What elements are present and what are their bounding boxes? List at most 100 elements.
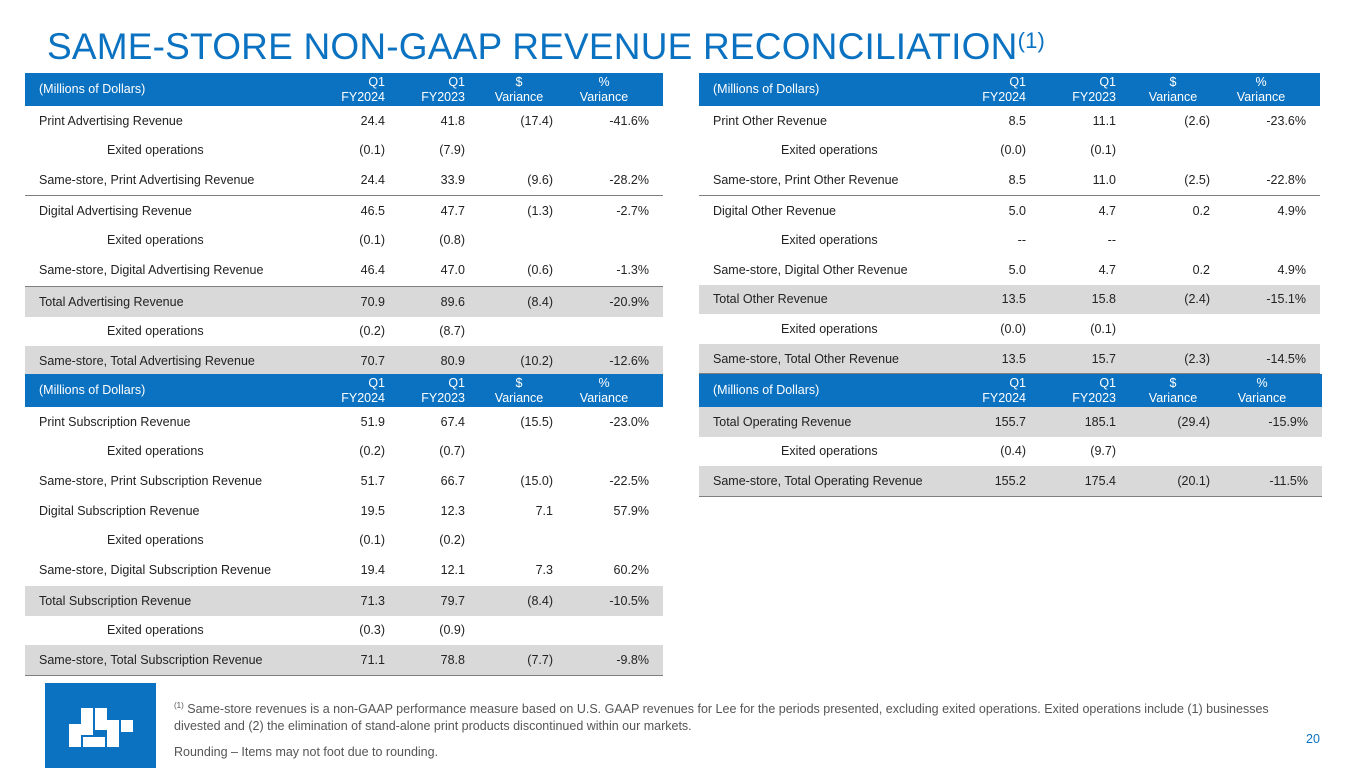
dollar-variance-value: (17.4) — [520, 113, 553, 128]
row-label: Same-store, Digital Subscription Revenue — [39, 563, 272, 578]
percent-variance-value: 4.9% — [1277, 203, 1307, 218]
dollar-variance-value — [475, 225, 563, 255]
q1-fy2024-value: 46.4 — [315, 254, 395, 287]
q1-fy2024-value: 70.9 — [315, 286, 395, 317]
percent-variance-value: 60.2% — [613, 563, 649, 578]
dollar-variance-value: 7.3 — [535, 563, 553, 578]
dollar-variance-value: (15.0) — [520, 473, 553, 488]
dollar-variance-value — [1126, 437, 1220, 467]
dollar-variance-value — [475, 437, 563, 467]
q1-fy2023-value: (0.1) — [1090, 321, 1116, 336]
row-label: Same-store, Digital Advertising Revenue — [25, 254, 315, 287]
q1-fy2023-value: 78.8 — [395, 645, 475, 676]
table-row: Exited operations (0.4) (9.7) — [699, 437, 1322, 467]
operating-revenue-table: (Millions of Dollars) Q1 FY2024 Q1 FY2023 … — [699, 374, 1322, 497]
percent-variance-value: -15.9% — [1220, 407, 1322, 437]
q1-fy2023-value: 41.8 — [440, 113, 465, 128]
page-number: 20 — [1306, 732, 1320, 746]
row-label: Exited operations — [107, 143, 204, 158]
table-row: Exited operations (0.0) (0.1) — [699, 136, 1320, 166]
table-row: Same-store, Total Advertising Revenue 70.… — [25, 346, 663, 377]
q1-fy2023-value: (0.2) — [439, 533, 465, 548]
q1-fy2024-value: 155.2 — [959, 466, 1036, 497]
row-label: Exited operations — [107, 233, 204, 248]
q1-fy2024-value: (0.1) — [359, 533, 385, 548]
q1-fy2023-value: 12.1 — [440, 563, 465, 578]
table-row: Same-store, Print Subscription Revenue 51… — [25, 466, 663, 496]
dollar-variance-value — [475, 136, 563, 166]
q1-fy2024-value: (0.0) — [1000, 321, 1026, 336]
dollar-variance-value: 7.1 — [535, 503, 553, 518]
q1-fy2024-value: 24.4 — [360, 113, 385, 128]
row-label: Exited operations — [781, 143, 878, 158]
table-row: Same-store, Total Subscription Revenue 71… — [25, 645, 663, 676]
table-row: Total Advertising Revenue 70.9 89.6 (8.4) -2… — [25, 286, 663, 317]
q1-fy2023-value: 15.7 — [1036, 343, 1126, 375]
q1-fy2023-value: 67.4 — [440, 414, 465, 429]
q1-fy2024-value: (0.4) — [1000, 444, 1026, 459]
percent-variance-value — [563, 225, 663, 255]
row-label: Same-store, Print Subscription Revenue — [39, 473, 263, 488]
percent-variance-value — [563, 437, 663, 467]
table-row: Same-store, Digital Other Revenue 5.0 4.7 0… — [699, 255, 1320, 285]
rounding-note: Rounding – Items may not foot due to rou… — [174, 745, 439, 759]
q1-fy2023-value: 11.0 — [1036, 165, 1126, 196]
q1-fy2023-value: 80.9 — [395, 346, 475, 377]
page-title: SAME-STORE NON-GAAP REVENUE RECONCILIATI… — [47, 26, 1046, 67]
dollar-variance-value — [475, 317, 563, 347]
percent-variance-value — [563, 616, 663, 646]
percent-variance-value: -9.8% — [563, 645, 663, 676]
q1-fy2024-value: (0.3) — [359, 623, 385, 638]
table-row: Same-store, Total Other Revenue 13.5 15.7(… — [699, 343, 1320, 375]
dollar-variance-value: (20.1) — [1126, 466, 1220, 497]
q1-fy2023-value: (0.1) — [1090, 143, 1116, 158]
dollar-variance-value — [475, 616, 563, 646]
percent-variance-value — [563, 525, 663, 555]
table-header: (Millions of Dollars) Q1 FY2024 Q1 FY2023 … — [25, 374, 663, 407]
table-header: (Millions of Dollars) Q1 FY2024 Q1 FY2023 … — [699, 73, 1320, 106]
table-header: (Millions of Dollars) Q1 FY2024 Q1 FY2023 … — [699, 374, 1322, 407]
row-label: Exited operations — [781, 233, 878, 248]
table-row: Exited operations (0.1) (7.9) — [25, 136, 663, 166]
row-label: Same-store, Total Operating Revenue — [699, 466, 959, 497]
advertising-table: (Millions of Dollars) Q1 FY2024 Q1 FY2023 … — [25, 73, 663, 377]
dollar-variance-value: (2.5) — [1126, 165, 1220, 196]
q1-fy2024-value: 19.5 — [360, 503, 385, 518]
q1-fy2023-value: 185.1 — [1036, 407, 1126, 437]
percent-variance-value: -20.9% — [563, 286, 663, 317]
q1-fy2023-value: 4.7 — [1098, 262, 1116, 277]
dollar-variance-value: (10.2) — [475, 346, 563, 377]
q1-fy2024-value: 71.3 — [315, 585, 395, 616]
dollar-variance-value: (0.6) — [475, 254, 563, 287]
table-row: Same-store, Print Other Revenue 8.5 11.0 (2… — [699, 165, 1320, 196]
q1-fy2023-value: 15.8 — [1036, 284, 1126, 315]
dollar-variance-value: (1.3) — [527, 203, 553, 218]
row-label: Print Other Revenue — [713, 113, 827, 128]
percent-variance-value: -23.6% — [1266, 113, 1306, 128]
table-row: Exited operations (0.1) (0.8) — [25, 225, 663, 255]
q1-fy2023-value: 4.7 — [1098, 203, 1116, 218]
q1-fy2024-value: 46.5 — [360, 203, 385, 218]
q1-fy2023-value: 79.7 — [395, 585, 475, 616]
percent-variance-value — [1220, 314, 1320, 344]
table-row: Total Subscription Revenue 71.3 79.7 (8.4) -… — [25, 585, 663, 616]
row-label: Digital Other Revenue — [713, 203, 836, 218]
dollar-variance-value: (7.7) — [475, 645, 563, 676]
percent-variance-value — [1220, 225, 1320, 255]
footnote: (1) Same-store revenues is a non-GAAP pe… — [174, 701, 1269, 734]
row-label: Exited operations — [107, 444, 204, 459]
table-row: Exited operations (0.2) (8.7) — [25, 317, 663, 347]
q1-fy2023-value: 47.0 — [395, 254, 475, 287]
table-row: Print Advertising Revenue 24.4 41.8 (17.4) -… — [25, 106, 663, 136]
percent-variance-value — [563, 136, 663, 166]
row-label: Print Subscription Revenue — [39, 414, 191, 429]
q1-fy2023-value: (0.8) — [439, 233, 465, 248]
table-row: Same-store, Total Operating Revenue 155.2… — [699, 466, 1322, 497]
percent-variance-value — [1220, 136, 1320, 166]
percent-variance-value: -15.1% — [1220, 284, 1320, 315]
row-label: Exited operations — [107, 623, 204, 638]
table-row: Total Operating Revenue 155.7 185.1 (29.4) -… — [699, 407, 1322, 437]
subscription-table: (Millions of Dollars) Q1 FY2024 Q1 FY2023 … — [25, 374, 663, 676]
dollar-variance-value: 0.2 — [1192, 203, 1210, 218]
dollar-variance-value: 0.2 — [1192, 262, 1210, 277]
